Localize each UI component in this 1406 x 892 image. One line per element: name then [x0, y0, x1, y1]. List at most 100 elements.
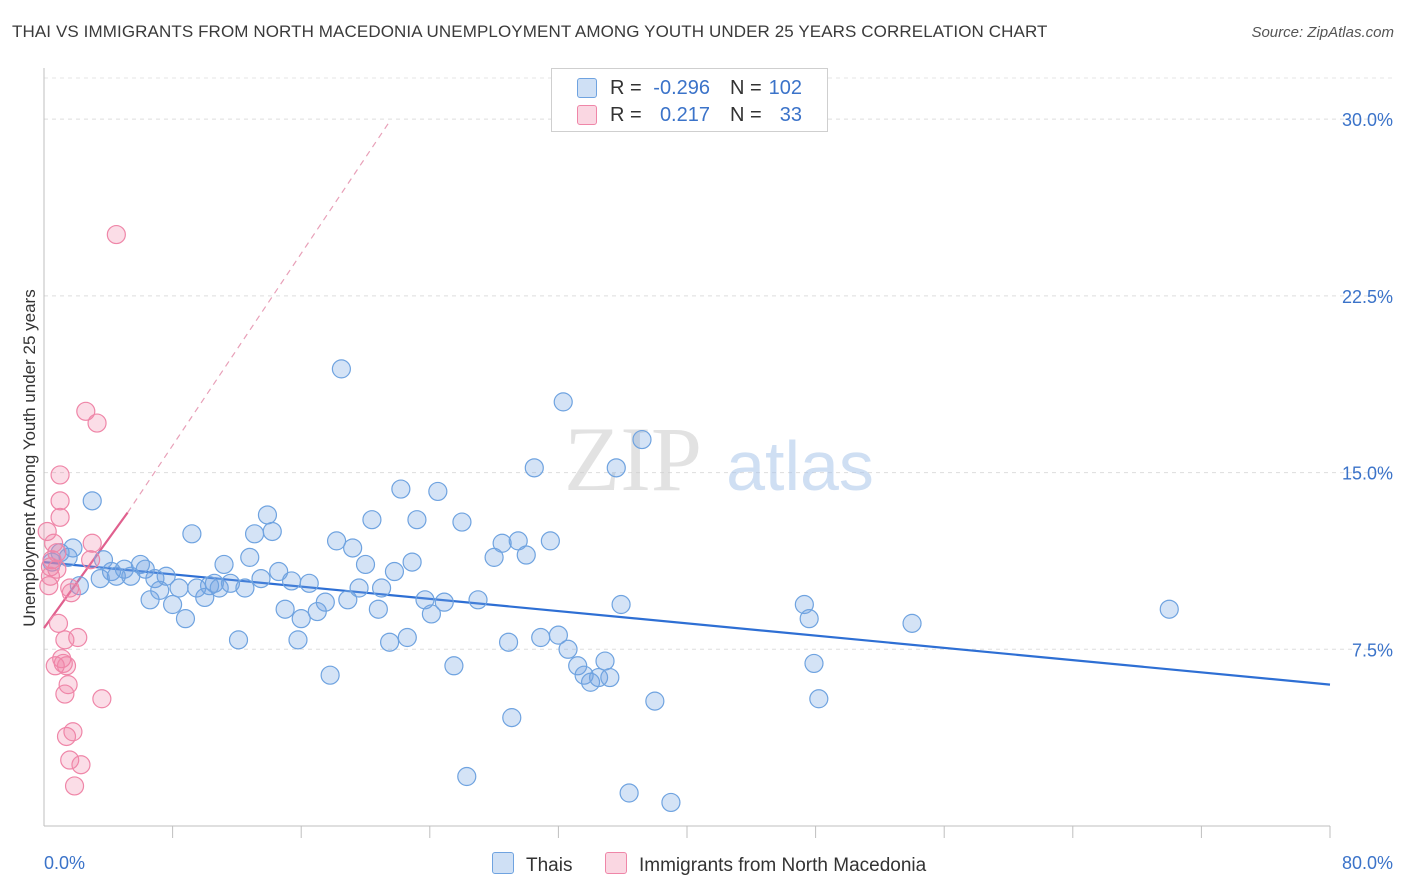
thais-point	[251, 568, 271, 589]
thais-point	[240, 547, 260, 567]
watermark-atlas: atlas	[726, 427, 874, 505]
thais-point	[269, 561, 289, 582]
macedonia-point	[63, 722, 83, 742]
thais-point	[175, 609, 196, 629]
thais-point	[502, 708, 522, 728]
thais-point	[106, 566, 126, 586]
thais-point	[606, 458, 626, 478]
stats-row-macedonia: R = 0.217 N = 33	[552, 102, 827, 128]
thais-point	[468, 590, 488, 610]
macedonia-legend-swatch-icon	[605, 852, 627, 874]
thais-point	[809, 689, 829, 709]
thais-point	[548, 625, 569, 645]
thais-point	[632, 429, 652, 450]
macedonia-point	[76, 401, 96, 421]
macedonia-point	[53, 653, 73, 674]
y-tick-label: 30.0%	[1342, 110, 1393, 130]
thais-point	[220, 573, 241, 593]
thais-point	[804, 653, 824, 674]
macedonia-point	[47, 543, 67, 563]
macedonia-point	[81, 550, 101, 570]
r-value: 0.217	[659, 104, 710, 126]
thais-point	[492, 533, 512, 553]
thais-point	[281, 571, 302, 591]
y-tick-label: 7.5%	[1352, 640, 1393, 660]
thais-point	[452, 512, 472, 532]
macedonia-point	[61, 583, 81, 603]
thais-point	[428, 481, 448, 502]
thais-point	[257, 505, 278, 525]
macedonia-point	[50, 465, 70, 485]
thais-point	[434, 592, 454, 612]
thais-point	[619, 783, 639, 803]
legend-item-thais[interactable]: Thais	[492, 852, 572, 877]
macedonia-point	[64, 776, 85, 796]
macedonia-point	[87, 413, 107, 433]
thais-point	[156, 566, 176, 586]
thais-point	[645, 691, 665, 711]
thais-point	[163, 594, 183, 615]
tick-labels: 7.5% 15.0% 22.5% 30.0% 0.0% 80.0%	[44, 110, 1393, 873]
thais-point	[58, 547, 78, 567]
legend-label: Thais	[526, 855, 573, 876]
axes	[43, 68, 1331, 838]
n-value: 33	[779, 104, 802, 126]
thais-point	[262, 521, 282, 542]
thais-point	[558, 639, 578, 659]
thais-point	[380, 632, 400, 652]
macedonia-point	[71, 755, 91, 775]
macedonia-trend-line	[43, 511, 129, 629]
thais-point	[415, 590, 435, 610]
thais-point	[402, 552, 422, 572]
n-label: N =	[730, 104, 762, 126]
thais-point	[355, 554, 376, 575]
thais-point	[63, 538, 83, 558]
chart-title: THAI VS IMMIGRANTS FROM NORTH MACEDONIA …	[12, 22, 1048, 41]
thais-point	[320, 665, 340, 685]
thais-point	[182, 524, 202, 544]
chart-source: Source: ZipAtlas.com	[1251, 24, 1394, 41]
legend-label: Immigrants from North Macedonia	[639, 855, 927, 876]
macedonia-trend-extension	[127, 121, 391, 513]
legend-item-macedonia[interactable]: Immigrants from North Macedonia	[605, 852, 926, 877]
thais-point	[611, 594, 631, 615]
thais-point	[338, 590, 358, 610]
x-tick-label: 0.0%	[44, 853, 85, 873]
thais-point	[498, 632, 519, 652]
thais-point	[291, 609, 311, 629]
thais-trend-line	[43, 561, 1331, 686]
thais-point	[902, 613, 922, 633]
thais-point	[228, 630, 249, 650]
thais-point	[209, 578, 229, 598]
thais-point	[235, 578, 255, 598]
thais-point	[553, 392, 573, 412]
macedonia-point	[60, 750, 80, 770]
thais-point	[384, 561, 405, 582]
thais-point	[1159, 599, 1179, 619]
macedonia-point	[37, 521, 57, 542]
macedonia-swatch-icon	[577, 105, 597, 125]
thais-point	[444, 656, 464, 676]
thais-point	[516, 545, 536, 565]
thais-point	[244, 524, 265, 544]
n-value: 102	[768, 77, 802, 99]
thais-point	[391, 479, 411, 499]
thais-point	[397, 627, 417, 648]
x-tick-label: 80.0%	[1342, 853, 1393, 873]
thais-point	[362, 510, 382, 530]
y-tick-label: 22.5%	[1342, 287, 1393, 307]
thais-point	[421, 604, 442, 624]
watermark-zip: ZIP	[564, 408, 702, 510]
thais-point	[799, 609, 819, 629]
stats-box: R = -0.296 N = 102 R = 0.217 N = 33	[551, 68, 828, 132]
thais-point	[371, 578, 392, 598]
thais-point	[349, 578, 369, 598]
thais-point	[90, 568, 110, 589]
thais-point	[288, 630, 308, 650]
thais-point	[214, 554, 234, 575]
r-label: R =	[610, 77, 642, 99]
macedonia-point	[50, 507, 70, 527]
thais-point	[299, 573, 319, 593]
thais-point	[315, 592, 335, 612]
